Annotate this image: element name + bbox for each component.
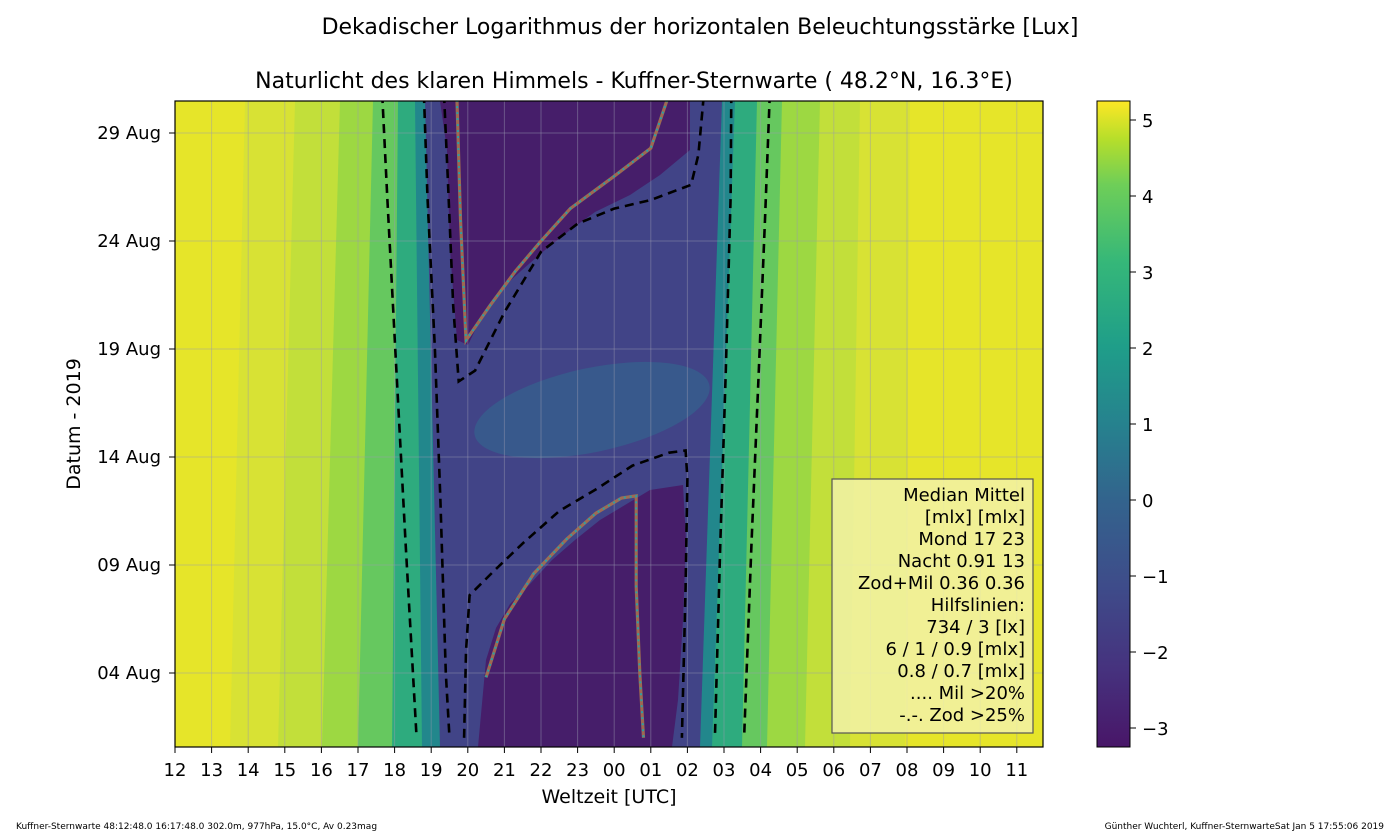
x-tick-label: 13 [200,760,223,781]
y-tick-label: 14 Aug [97,447,161,468]
chart-subtitle: Naturlicht des klaren Himmels - Kuffner-… [255,69,1013,94]
contour-dashed-line [713,101,733,738]
dark-sky-oval [474,361,710,459]
x-tick-label: 00 [603,760,626,781]
legend-line: [mlx] [mlx] [925,507,1025,528]
x-tick-label: 11 [1005,760,1028,781]
y-tick-label: 19 Aug [97,339,161,360]
x-tick-label: 23 [566,760,589,781]
y-axis: 29 Aug 24 Aug 19 Aug 14 Aug 09 Aug 04 Aug [97,123,175,684]
legend: Median Mittel[mlx] [mlx]Mond 17 23Nacht … [831,478,1034,734]
colorbar-tick-label: 1 [1142,415,1153,436]
x-tick-label: 18 [383,760,406,781]
contour-dashed-line [462,449,689,738]
colorbar-tick-label: 5 [1142,111,1153,132]
contour-dashed-line [422,101,451,738]
milkyway-dotted-upper [456,101,668,344]
milkyway-dotted-lower [485,494,645,738]
legend-line: Median Mittel [903,485,1025,506]
x-tick-label: 10 [969,760,992,781]
footer-right: Günther Wuchterl, Kuffner-SternwarteSat … [1104,822,1384,832]
colorbar-tick-label: −3 [1142,719,1169,740]
legend-line: 0.8 / 0.7 [mlx] [897,661,1025,682]
y-tick-label: 09 Aug [97,555,161,576]
colorbar-gradient [1096,100,1131,748]
legend-line: Hilfslinien: [931,595,1025,616]
moonless-region-upper [440,101,690,345]
x-tick-label: 05 [786,760,809,781]
x-tick-label: 01 [639,760,662,781]
legend-line: .... Mil >20% [910,683,1025,704]
x-axis: 12 13 14 15 16 17 18 19 20 21 22 23 00 01 02 03 04 05 06 07… [164,747,1028,781]
x-tick-label: 02 [676,760,699,781]
contour-dashed-line [742,101,771,738]
x-tick-label: 03 [713,760,736,781]
plot-frame [174,100,1044,748]
contour-dashed-line [443,101,705,384]
colorbar-tick-label: −2 [1142,643,1169,664]
x-tick-label: 21 [493,760,516,781]
colorbar-tick-label: 4 [1142,187,1153,208]
chart-title: Dekadischer Logarithmus der horizontalen… [322,15,1079,40]
y-tick-label: 29 Aug [97,123,161,144]
x-tick-label: 12 [164,760,187,781]
plot-area [175,101,1043,747]
colorbar: 5 4 3 2 1 0 −1 −2 −3 [1096,100,1169,748]
y-tick-label: 04 Aug [97,663,161,684]
legend-line: Zod+Mil 0.36 0.36 [858,573,1025,594]
x-axis-label: Weltzeit [UTC] [541,786,676,808]
x-tick-label: 20 [456,760,479,781]
x-tick-label: 04 [749,760,772,781]
x-tick-label: 07 [859,760,882,781]
legend-line: Nacht 0.91 13 [898,551,1025,572]
contour-lines [381,101,771,738]
chart: Dekadischer Logarithmus der horizontalen… [63,15,1169,808]
x-tick-label: 06 [822,760,845,781]
contour-dashed-line [381,101,418,738]
x-tick-label: 17 [347,760,370,781]
colorbar-tick-label: 0 [1142,491,1153,512]
legend-line: 6 / 1 / 0.9 [mlx] [886,639,1026,660]
colorbar-tick-label: 2 [1142,339,1153,360]
y-tick-label: 24 Aug [97,231,161,252]
legend-box [831,478,1034,734]
x-tick-label: 09 [932,760,955,781]
x-tick-label: 16 [310,760,333,781]
y-axis-label: Datum - 2019 [63,358,85,490]
moonless-region-lower [478,485,686,747]
x-tick-label: 19 [420,760,443,781]
footer-left: Kuffner-Sternwarte 48:12:48.0 16:17:48.0… [16,822,378,832]
legend-line: Mond 17 23 [918,529,1025,550]
x-tick-label: 08 [896,760,919,781]
twilight-band-9 [742,101,785,747]
x-tick-label: 14 [237,760,260,781]
legend-line: 734 / 3 [lx] [926,617,1025,638]
colorbar-tick-label: 3 [1142,263,1153,284]
legend-line: -.-. Zod >25% [899,705,1025,726]
x-tick-label: 22 [530,760,553,781]
colorbar-tick-label: −1 [1142,567,1169,588]
x-tick-label: 15 [273,760,296,781]
